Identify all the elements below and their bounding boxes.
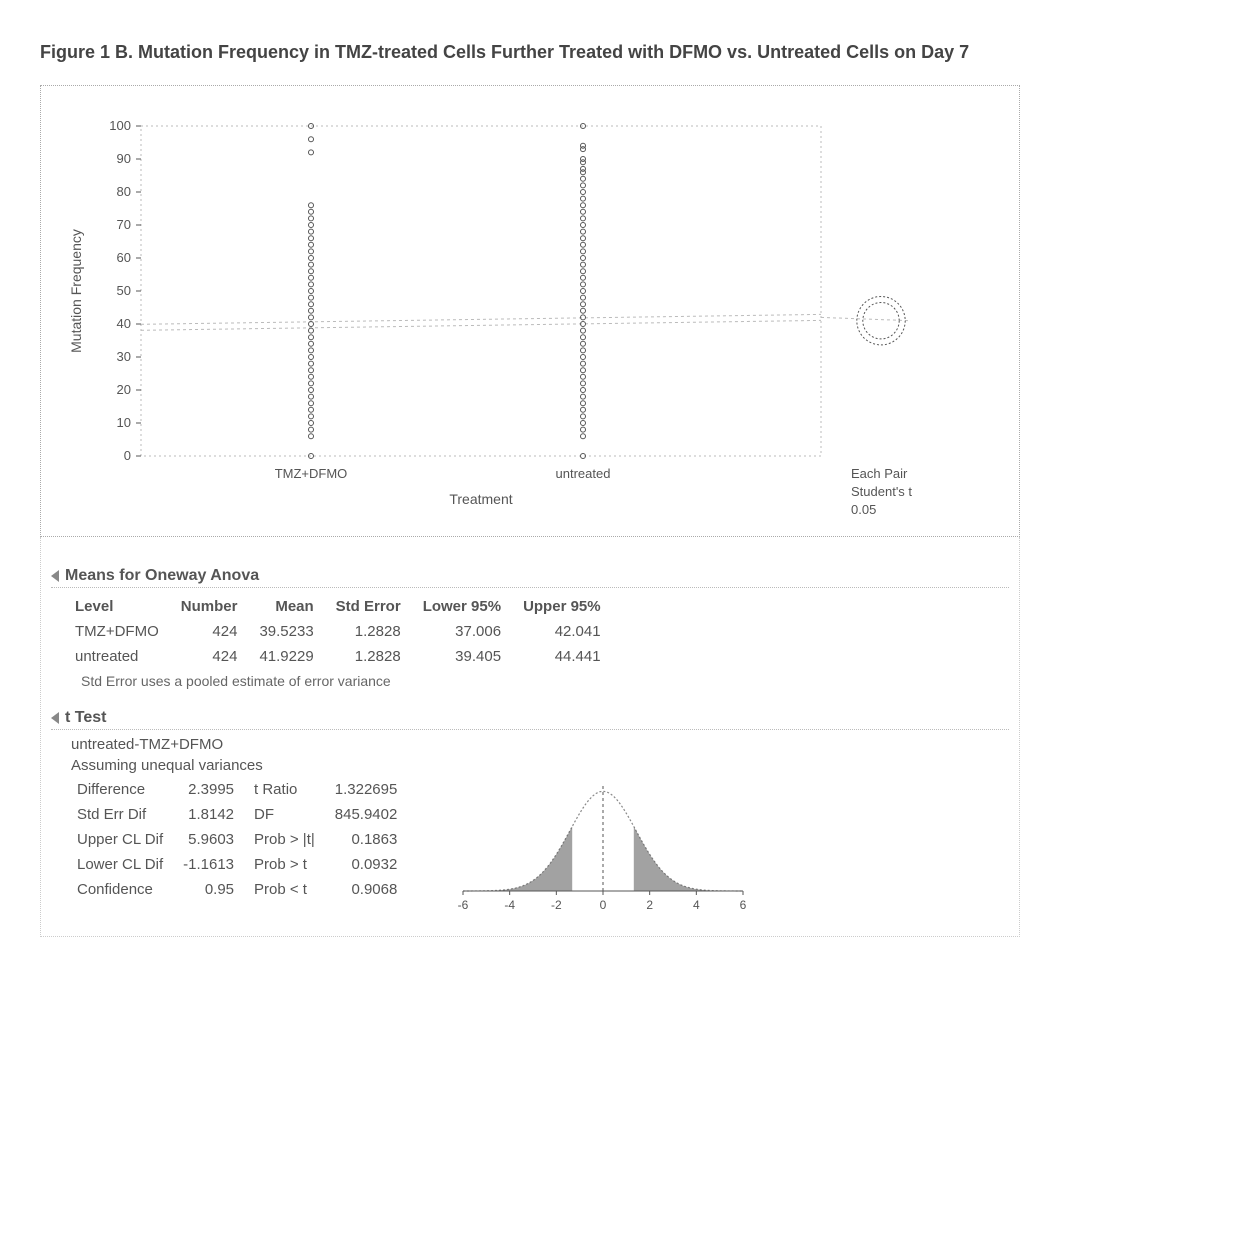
ttest-table: Difference2.3995t Ratio1.322695Std Err D… <box>71 776 413 903</box>
svg-text:2: 2 <box>647 898 654 912</box>
table-row: Std Err Dif1.8142DF845.9402 <box>73 803 411 826</box>
table-row: untreated42441.92291.282839.40544.441 <box>71 644 619 669</box>
svg-text:30: 30 <box>117 349 131 364</box>
ttest-compare: untreated-TMZ+DFMO <box>71 736 1009 753</box>
ttest-header: t Test <box>51 709 1009 730</box>
svg-text:60: 60 <box>117 250 131 265</box>
figure-title: Figure 1 B. Mutation Frequency in TMZ-tr… <box>40 40 1200 65</box>
anova-col-header: Level <box>71 594 177 619</box>
svg-text:50: 50 <box>117 283 131 298</box>
disclosure-icon <box>51 712 59 724</box>
svg-text:20: 20 <box>117 382 131 397</box>
svg-text:80: 80 <box>117 184 131 199</box>
anova-col-header: Number <box>177 594 256 619</box>
svg-text:-4: -4 <box>505 898 516 912</box>
anova-col-header: Upper 95% <box>519 594 619 619</box>
svg-text:-2: -2 <box>551 898 562 912</box>
svg-text:0.05: 0.05 <box>851 502 876 517</box>
svg-text:100: 100 <box>109 118 131 133</box>
svg-text:Each Pair: Each Pair <box>851 466 908 481</box>
svg-text:40: 40 <box>117 316 131 331</box>
svg-text:-6: -6 <box>458 898 469 912</box>
svg-text:TMZ+DFMO: TMZ+DFMO <box>275 466 348 481</box>
anova-header: Means for Oneway Anova <box>51 567 1009 588</box>
svg-text:10: 10 <box>117 415 131 430</box>
svg-text:4: 4 <box>693 898 700 912</box>
ttest-assume: Assuming unequal variances <box>71 757 1009 774</box>
svg-text:0: 0 <box>124 448 131 463</box>
anova-col-header: Mean <box>255 594 331 619</box>
table-row: TMZ+DFMO42439.52331.282837.00642.041 <box>71 619 619 644</box>
svg-text:90: 90 <box>117 151 131 166</box>
svg-text:6: 6 <box>740 898 747 912</box>
stats-panel: Means for Oneway Anova LevelNumberMeanSt… <box>40 537 1020 937</box>
svg-text:70: 70 <box>117 217 131 232</box>
table-row: Difference2.3995t Ratio1.322695 <box>73 778 411 801</box>
t-distribution-chart: -6 -4 -2 0 2 4 6 <box>443 776 763 916</box>
anova-table: LevelNumberMeanStd ErrorLower 95%Upper 9… <box>71 594 619 669</box>
table-row: Lower CL Dif-1.1613Prob > t0.0932 <box>73 853 411 876</box>
chart-svg: 0 10 20 30 40 50 60 70 80 90 100 Mutation Frequency… <box>61 106 1001 526</box>
svg-text:untreated: untreated <box>556 466 611 481</box>
table-row: Confidence0.95Prob < t0.9068 <box>73 878 411 901</box>
anova-col-header: Std Error <box>332 594 419 619</box>
disclosure-icon <box>51 570 59 582</box>
table-row: Upper CL Dif5.9603Prob > |t|0.1863 <box>73 828 411 851</box>
svg-text:Student's t: Student's t <box>851 484 912 499</box>
main-chart: 0 10 20 30 40 50 60 70 80 90 100 Mutation Frequency… <box>40 85 1020 537</box>
svg-text:0: 0 <box>600 898 607 912</box>
svg-text:Mutation Frequency: Mutation Frequency <box>68 229 84 353</box>
anova-footnote: Std Error uses a pooled estimate of erro… <box>81 673 1009 689</box>
anova-col-header: Lower 95% <box>419 594 519 619</box>
svg-text:Treatment: Treatment <box>449 491 512 507</box>
